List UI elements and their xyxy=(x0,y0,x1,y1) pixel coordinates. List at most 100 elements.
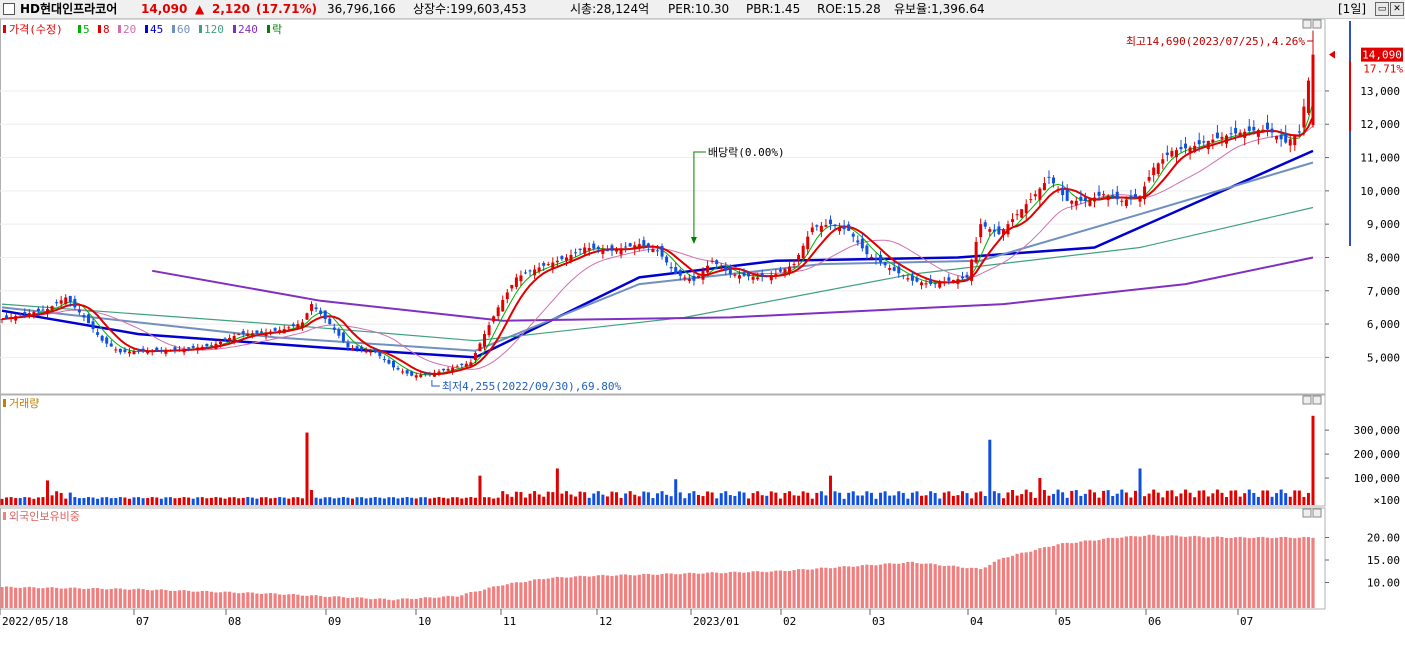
volume-bar xyxy=(369,497,373,505)
volume-bar xyxy=(137,497,141,505)
volume-bar xyxy=(410,497,414,505)
date-label: 09 xyxy=(328,615,341,628)
foreign-ratio-bar xyxy=(328,596,332,608)
volume-bar xyxy=(624,493,628,505)
volume-bar xyxy=(168,497,172,505)
candle-body xyxy=(601,249,605,254)
volume-bar xyxy=(974,492,978,505)
volume-bar xyxy=(910,492,914,505)
price-tick-label: 7,000 xyxy=(1367,285,1400,298)
volume-bar xyxy=(564,491,568,505)
foreign-ratio-bar xyxy=(291,593,295,608)
candle-body xyxy=(847,224,851,231)
candle-body xyxy=(715,260,719,265)
candle-body xyxy=(960,276,964,279)
foreign-ratio-bar xyxy=(1038,548,1042,608)
candle-body xyxy=(1011,219,1015,222)
volume-bar xyxy=(979,491,983,505)
volume-bar xyxy=(956,495,960,505)
candle-body xyxy=(5,315,9,319)
volume-bar xyxy=(528,493,532,505)
stock-chart[interactable]: 5,000 6,000 7,000 8,000 9,000 10,000 11,000 12,… xyxy=(0,19,1405,645)
volume-bar xyxy=(496,497,500,505)
candle-body xyxy=(496,307,500,317)
foreign-ratio-bar xyxy=(360,597,364,608)
candle-body xyxy=(651,249,655,253)
foreign-ratio-bar xyxy=(346,598,350,608)
foreign-ratio-bar xyxy=(168,590,173,608)
foreign-ratio-bar xyxy=(728,571,732,608)
volume-bar xyxy=(778,498,782,505)
volume-bar xyxy=(1011,489,1015,505)
volume-bar xyxy=(32,498,36,505)
foreign-ratio-bar xyxy=(774,570,778,608)
foreign-ratio-bar xyxy=(155,589,159,608)
volume-bar xyxy=(55,491,59,505)
foreign-ratio-bar xyxy=(1224,537,1229,608)
dividend-annotation: 배당락(0.00%) xyxy=(708,146,785,159)
volume-bar xyxy=(569,494,573,505)
stock-name[interactable]: HD현대인프라코어 xyxy=(20,2,118,16)
volume-bar xyxy=(637,496,641,505)
volume-bar xyxy=(788,491,792,505)
candle-body xyxy=(319,310,323,315)
foreign-ratio-bar xyxy=(1070,543,1074,608)
foreign-ratio-bar xyxy=(1001,557,1006,608)
period-selector[interactable]: [1일] xyxy=(1338,2,1367,16)
foreign-ratio-bar xyxy=(892,563,896,608)
volume-bar xyxy=(1288,496,1292,505)
close-icon[interactable]: ✕ xyxy=(1390,2,1404,16)
volume-bar xyxy=(246,497,250,505)
candle-body xyxy=(683,277,687,279)
candle-body xyxy=(1193,145,1197,152)
volume-bar xyxy=(296,497,300,505)
foreign-ratio-bar xyxy=(1042,547,1047,608)
foreign-ratio-bar xyxy=(460,595,464,608)
foreign-ratio-bar xyxy=(1261,536,1265,608)
candle-body xyxy=(255,330,259,333)
foreign-ratio-bar xyxy=(218,592,223,608)
restore-icon[interactable]: ▭ xyxy=(1375,2,1389,16)
foreign-ratio-bar xyxy=(1306,537,1311,608)
foreign-ratio-bar xyxy=(410,599,414,608)
ma-legend-swatch xyxy=(267,25,270,33)
candle-body xyxy=(592,243,596,249)
date-label: 12 xyxy=(599,615,612,628)
candle-body xyxy=(1306,80,1310,114)
candle-body xyxy=(437,371,441,374)
foreign-ratio-bar xyxy=(228,591,232,608)
foreign-ratio-bar xyxy=(687,572,691,608)
volume-tick-label: 100,000 xyxy=(1354,472,1400,485)
pbr-value: PBR:1.45 xyxy=(746,2,801,16)
select-checkbox[interactable] xyxy=(3,3,15,15)
foreign-ratio-bar xyxy=(1297,537,1301,608)
foreign-ratio-bar xyxy=(309,595,314,608)
candle-body xyxy=(947,277,951,281)
foreign-ratio-bar xyxy=(196,591,200,608)
foreign-ratio-bar xyxy=(469,591,473,608)
volume-bar xyxy=(273,497,277,505)
candle-body xyxy=(710,260,714,262)
candle-body xyxy=(382,359,386,361)
foreign-ratio-bar xyxy=(255,593,259,608)
volume-bar xyxy=(228,497,232,505)
date-label: 05 xyxy=(1058,615,1071,628)
candle-body xyxy=(168,350,172,352)
candle-body xyxy=(788,266,792,274)
candle-body xyxy=(410,371,414,376)
volume-bar xyxy=(687,493,691,505)
volume-bar xyxy=(747,498,751,505)
foreign-ratio-bar xyxy=(1074,542,1078,608)
candle-body xyxy=(1225,135,1229,144)
volume-bar xyxy=(838,492,842,505)
foreign-ratio-bar xyxy=(396,599,400,608)
foreign-ratio-bar xyxy=(191,591,195,608)
candle-body xyxy=(792,264,796,266)
candle-body xyxy=(892,267,896,271)
foreign-ratio-bar xyxy=(4,586,9,608)
foreign-ratio-bar xyxy=(27,586,31,608)
volume-bar xyxy=(1293,490,1297,505)
volume-bar xyxy=(1247,489,1251,505)
candle-body xyxy=(1020,209,1024,218)
foreign-ratio-bar xyxy=(246,592,250,608)
